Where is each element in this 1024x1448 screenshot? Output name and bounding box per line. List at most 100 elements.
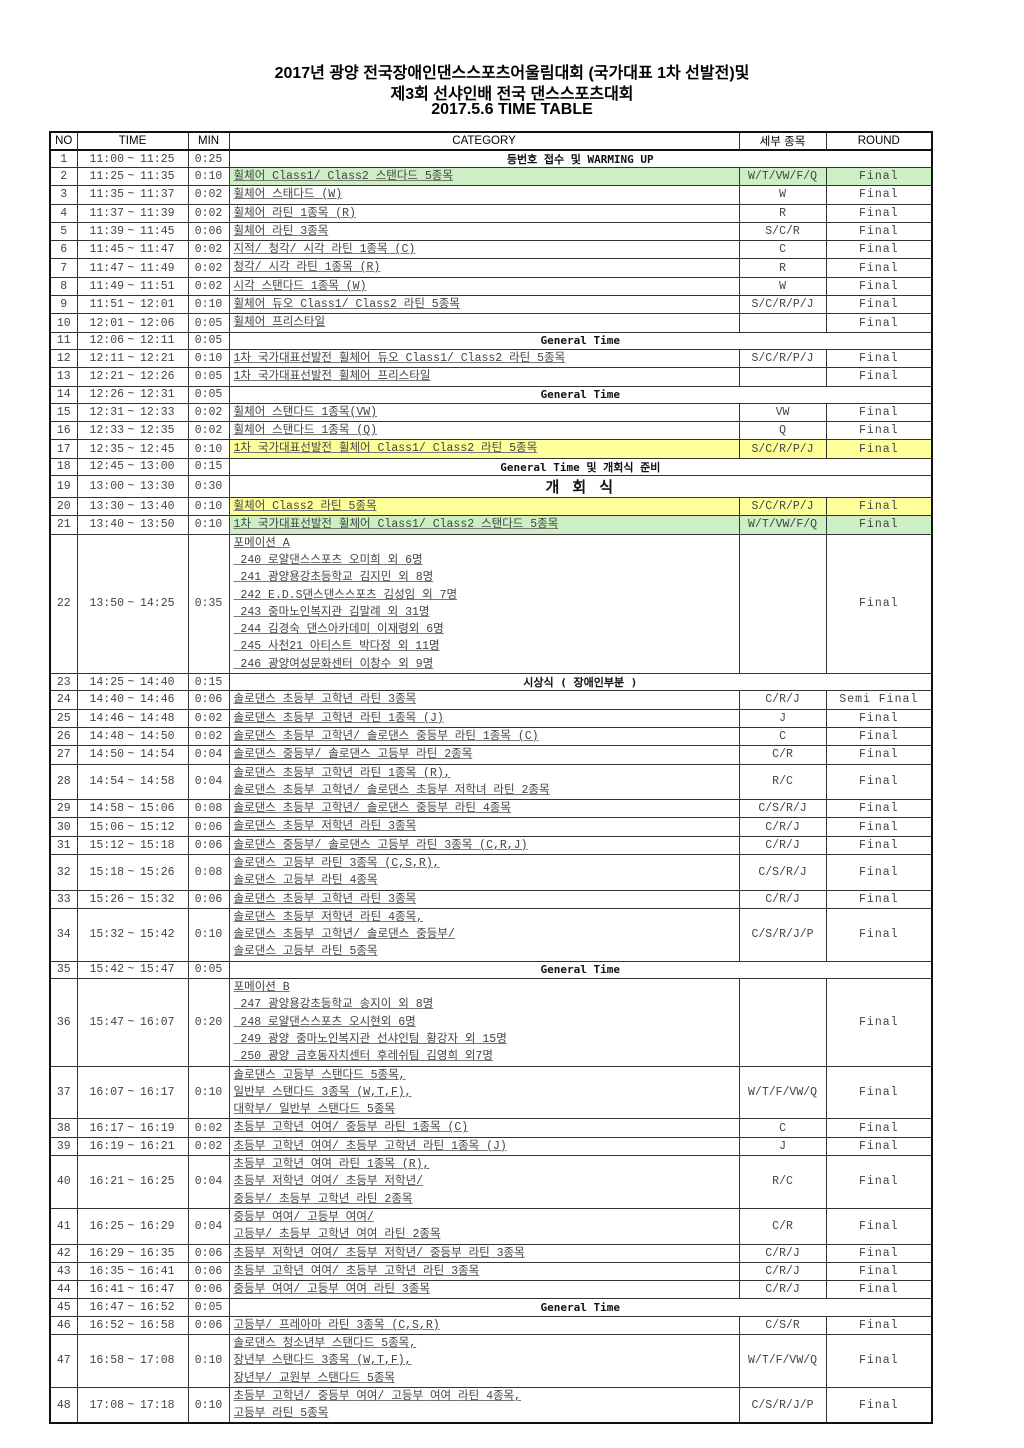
table-row: 30 15:06 ~15:12 0:06 솔로댄스 초등부 저학년 라틴 3종목 C/R/… <box>49 817 933 837</box>
duration: 0:02 <box>187 421 230 441</box>
duration: 0:05 <box>187 960 230 980</box>
table-row: 27 14:50 ~14:54 0:04 솔로댄스 중등부/ 솔로댄스 고등부 라틴 2… <box>49 745 933 765</box>
category-line: 솔로댄스 초등부 고학년 라틴 1종목 (R), <box>233 766 451 780</box>
start-time: 16:47 <box>76 1298 126 1317</box>
end-time: 16:29 <box>136 1207 189 1245</box>
duration: 0:10 <box>187 497 230 517</box>
row-number: 41 <box>49 1207 78 1245</box>
time-separator: ~ <box>126 331 136 350</box>
category: 솔로댄스 초등부 고학년 라틴 3종목 <box>228 889 740 909</box>
category-line: 초등부 고학년 여여/ 중등부 라틴 1종목 (C) <box>233 1121 469 1135</box>
duration: 0:05 <box>187 331 230 350</box>
category: 1차 국가대표선발전 휠체어 Class1/ Class2 스탠다드 5종목 <box>228 515 740 535</box>
table-row: 34 15:32 ~15:42 0:10 솔로댄스 초등부 저학년 라틴 4종목, 솔로댄… <box>49 907 933 962</box>
category-line: 242 E.D.S댄스댄스스포츠 김성임 외 7명 <box>233 588 458 602</box>
row-number: 13 <box>49 367 78 387</box>
start-time: 12:31 <box>76 402 126 423</box>
category-line: 지적/ 청각/ 시각 라틴 1종목 (C) <box>233 243 416 257</box>
round: Final <box>825 439 933 459</box>
time-separator: ~ <box>126 439 136 459</box>
row-number: 24 <box>49 690 78 710</box>
time-separator: ~ <box>126 240 136 260</box>
timetable: NO TIME MIN CATEGORY 세부 종목 ROUND 1 11:00 ~… <box>49 131 934 1425</box>
category-line: 휠체어 프리스타일 <box>233 316 326 330</box>
category-line: 솔로댄스 초등부 고학년 라틴 1종목 (J) <box>233 711 444 725</box>
category: 포메이션 B 247 광양용강초등학교 송지이 외 8명 248 로얄댄스스포츠… <box>228 978 740 1067</box>
event-banner: General Time <box>228 960 933 980</box>
event-banner: 시상식 ( 장애인부분 ) <box>228 673 933 692</box>
duration: 0:08 <box>187 853 230 891</box>
end-time: 12:11 <box>136 331 189 350</box>
time-separator: ~ <box>126 726 136 747</box>
end-time: 16:25 <box>136 1155 189 1209</box>
time-separator: ~ <box>126 533 136 675</box>
round: Final <box>825 1243 933 1263</box>
duration: 0:02 <box>187 1136 230 1157</box>
start-time: 16:52 <box>76 1315 126 1336</box>
table-row: 36 15:47 ~16:07 0:20 포메이션 B 247 광양용강초등학교 송지이… <box>49 978 933 1067</box>
start-time: 12:35 <box>76 439 126 459</box>
end-time: 16:52 <box>136 1298 189 1317</box>
start-time: 11:45 <box>76 240 126 260</box>
row-number: 46 <box>49 1315 78 1336</box>
table-row: 48 17:08 ~17:18 0:10 초등부 고학년/ 중등부 여여/ 고등부 여여… <box>49 1386 933 1424</box>
category-line: 솔로댄스 초등부 고학년/ 솔로댄스 중등부/ <box>233 928 455 942</box>
category-line: 대학부/ 일반부 스탠다드 5종목 <box>233 1103 395 1117</box>
time-separator: ~ <box>126 745 136 765</box>
table-row: 12 12:11 ~12:21 0:10 1차 국가대표선발전 휠체어 듀오 Class… <box>49 348 933 369</box>
time-separator: ~ <box>126 690 136 710</box>
round: Final <box>825 1315 933 1336</box>
round: Final <box>825 745 933 765</box>
round: Final <box>825 1261 933 1282</box>
start-time: 15:32 <box>76 907 126 962</box>
time-separator: ~ <box>126 421 136 441</box>
category: 초등부 고학년 여여/ 초등부 고학년 라틴 1종목 (J) <box>228 1136 740 1157</box>
end-time: 12:01 <box>136 295 189 315</box>
category-line: 1차 국가대표선발전 휠체어 듀오 Class1/ Class2 라틴 5종목 <box>233 351 566 365</box>
row-number: 47 <box>49 1334 78 1388</box>
row-number: 34 <box>49 907 78 962</box>
row-number: 27 <box>49 745 78 765</box>
detail-events: J <box>738 1136 827 1157</box>
table-row: 47 16:58 ~17:08 0:10 솔로댄스 청소년부 스탠다드 5종목, 장년부 … <box>49 1334 933 1388</box>
table-row: 43 16:35 ~16:41 0:06 초등부 고학년 여여/ 초등부 고학년 라틴 … <box>49 1261 933 1282</box>
end-time: 14:46 <box>136 690 189 710</box>
time-separator: ~ <box>126 258 136 278</box>
end-time: 12:31 <box>136 385 189 404</box>
category: 솔로댄스 중등부/ 솔로댄스 고등부 라틴 3종목 (C,R,J) <box>228 835 740 855</box>
row-number: 7 <box>49 258 78 278</box>
time-separator: ~ <box>126 817 136 837</box>
end-time: 14:54 <box>136 745 189 765</box>
category-line: 솔로댄스 고등부 스탠다드 5종목, <box>233 1068 406 1082</box>
table-row: 21 13:40 ~13:50 0:10 1차 국가대표선발전 휠체어 Class1/ … <box>49 515 933 535</box>
category: 솔로댄스 고등부 스탠다드 5종목, 일반부 스탠다드 3종목 (W,T,F), 대… <box>228 1065 740 1120</box>
duration: 0:05 <box>187 367 230 387</box>
end-time: 11:45 <box>136 221 189 242</box>
start-time: 14:58 <box>76 799 126 819</box>
end-time: 14:48 <box>136 708 189 728</box>
time-separator: ~ <box>126 475 136 499</box>
start-time: 11:37 <box>76 203 126 223</box>
time-separator: ~ <box>126 907 136 962</box>
category-line: 1차 국가대표선발전 휠체어 프리스타일 <box>233 370 431 384</box>
category: 시각 스탠다드 1종목 (W) <box>228 276 740 297</box>
duration: 0:06 <box>187 817 230 837</box>
category-line: 243 중마노인복지관 김말례 외 31명 <box>233 605 430 619</box>
category: 초등부 고학년/ 중등부 여여/ 고등부 여여 라틴 4종목, 고등부 라틴 5종… <box>228 1386 740 1424</box>
time-separator: ~ <box>126 763 136 801</box>
detail-events: C <box>738 240 827 260</box>
row-number: 18 <box>49 457 78 477</box>
time-separator: ~ <box>126 1118 136 1138</box>
header-category: CATEGORY <box>228 131 740 151</box>
time-separator: ~ <box>126 367 136 387</box>
duration: 0:06 <box>187 889 230 909</box>
detail-events: VW <box>738 402 827 423</box>
duration: 0:02 <box>187 203 230 223</box>
category-line: 솔로댄스 초등부 고학년/ 솔로댄스 중등부 라틴 1종목 (C) <box>233 729 539 743</box>
duration: 0:06 <box>187 1315 230 1336</box>
category-line: 고등부 라틴 5종목 <box>233 1407 329 1421</box>
detail-events: C/R/J <box>738 1243 827 1263</box>
category-line: 247 광양용강초등학교 송지이 외 8명 <box>233 998 434 1012</box>
end-time: 12:35 <box>136 421 189 441</box>
duration: 0:02 <box>187 240 230 260</box>
